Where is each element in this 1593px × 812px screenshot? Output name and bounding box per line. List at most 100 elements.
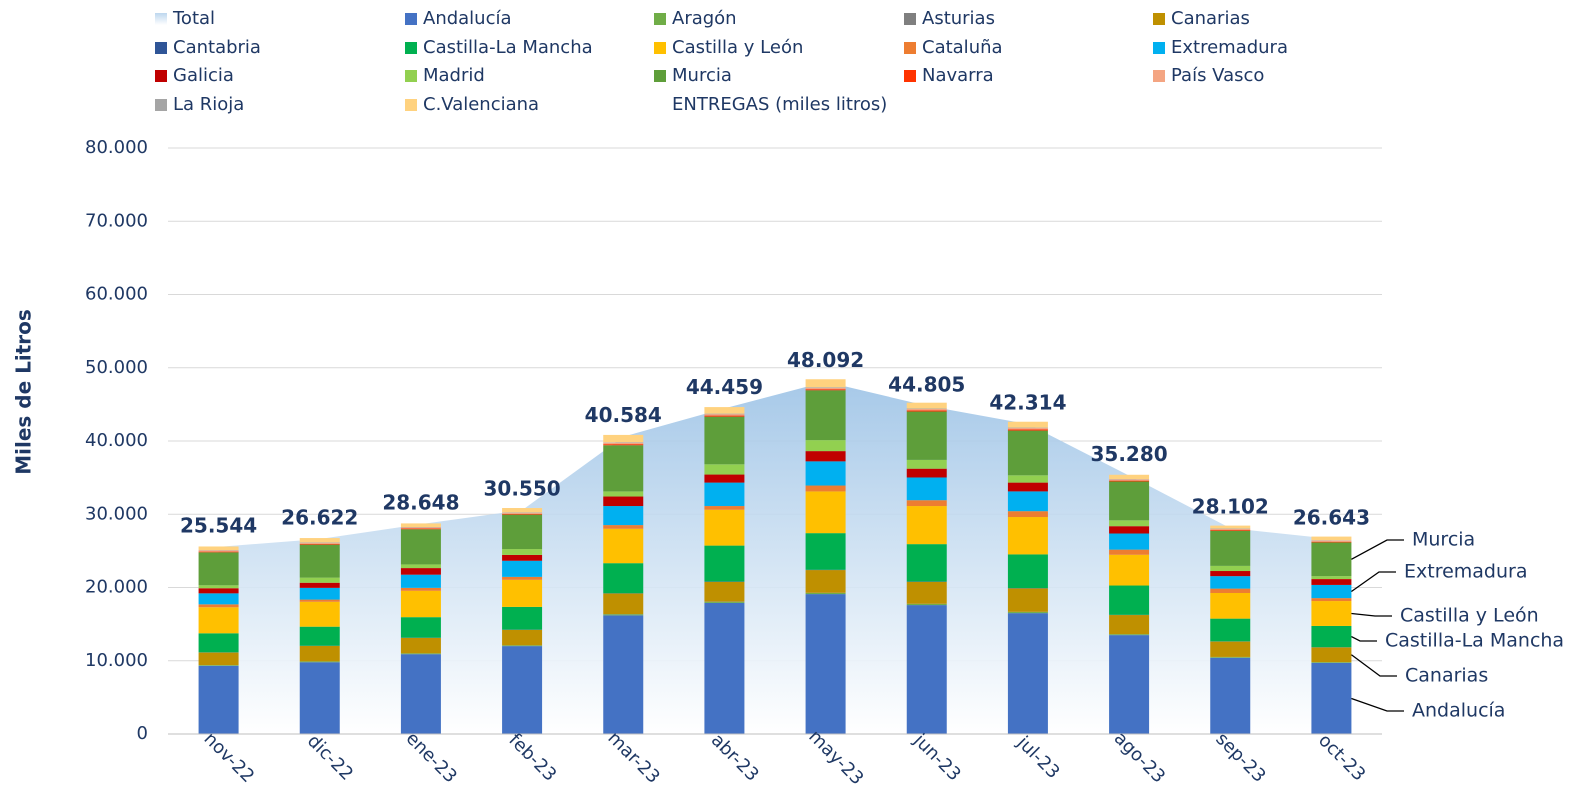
bar-segment — [906, 459, 947, 469]
legend-swatch — [405, 99, 417, 111]
bar-segment — [1007, 612, 1048, 614]
bar-segment — [704, 581, 745, 602]
bar-segment — [400, 529, 441, 565]
bar-segment — [805, 379, 846, 388]
bar-segment — [1007, 429, 1048, 431]
x-tick-label: oct-23 — [1314, 730, 1369, 785]
value-label: 28.102 — [1192, 495, 1269, 519]
bar-segment — [1007, 482, 1048, 492]
bar-segment — [299, 582, 340, 588]
bar-segment — [805, 491, 846, 534]
bar-segment — [704, 416, 745, 465]
legend-label: Asturias — [922, 8, 995, 29]
bar-segment — [906, 544, 947, 582]
legend-label: Total — [172, 8, 215, 29]
bar-segment — [805, 387, 846, 390]
bar-segment — [198, 546, 239, 551]
bar-segment — [1007, 475, 1048, 483]
bar-segment — [1311, 662, 1352, 734]
x-tick-label: jul-23 — [1012, 732, 1063, 783]
bar-segment — [805, 440, 846, 452]
legend-label: C.Valenciana — [423, 94, 539, 115]
bar-segment — [1007, 430, 1048, 476]
bar-segment — [1311, 576, 1352, 580]
bar-segment — [906, 581, 947, 604]
bar-segment — [198, 551, 239, 553]
leader-line — [1351, 539, 1404, 560]
bar-segment — [1109, 533, 1150, 550]
legend-swatch — [1153, 13, 1165, 25]
legend-swatch — [155, 70, 167, 82]
bar-segment — [704, 545, 745, 582]
legend-label: Andalucía — [423, 8, 512, 29]
bar-segment — [906, 603, 947, 606]
bar-segment — [400, 587, 441, 591]
bar-segment — [1109, 634, 1150, 636]
bar-segment — [906, 506, 947, 545]
bar-segment — [1210, 657, 1251, 658]
bar-segment — [198, 652, 239, 665]
bar-segment — [299, 543, 340, 545]
bar-segment — [603, 442, 644, 445]
bar-segment — [1311, 598, 1352, 602]
bar-segment — [805, 592, 846, 595]
bar-segment — [400, 528, 441, 530]
bar-segment — [805, 570, 846, 593]
legend-swatch — [155, 13, 167, 25]
bar-segment — [1109, 480, 1150, 482]
bar-segment — [704, 509, 745, 546]
bar-segment — [1210, 529, 1251, 531]
bar-segment — [1311, 541, 1352, 543]
bar-segment — [299, 662, 340, 734]
bar-segment — [603, 563, 644, 594]
legend-label: Cantabria — [173, 37, 261, 58]
bar-segment — [1109, 554, 1150, 586]
value-label: 30.550 — [483, 477, 560, 501]
bar-segment — [603, 434, 644, 443]
total-area — [218, 381, 1332, 734]
legend-note: ENTREGAS (miles litros) — [672, 94, 887, 115]
bar-segment — [1210, 592, 1251, 619]
value-label: 25.544 — [180, 513, 257, 537]
bar-segment — [704, 415, 745, 417]
bar-segment — [603, 525, 644, 529]
bar-segment — [1311, 601, 1352, 626]
annotation: Castilla-La Mancha — [1385, 630, 1564, 652]
leader-line — [1351, 571, 1396, 593]
x-tick-label: may-23 — [804, 726, 867, 789]
legend-label: Aragón — [672, 8, 737, 29]
value-label: 28.648 — [382, 491, 459, 515]
bar-segment — [400, 590, 441, 618]
bar-segment — [1007, 428, 1048, 430]
bar-segment — [502, 513, 543, 515]
bar-segment — [1109, 526, 1150, 534]
bar-segment — [906, 468, 947, 478]
bar-segment — [704, 482, 745, 507]
bar-segment — [906, 411, 947, 460]
bar-segment — [1311, 647, 1352, 663]
x-tick-label: jun-23 — [909, 729, 965, 785]
bar-segment — [198, 593, 239, 605]
value-label: 44.805 — [888, 372, 965, 396]
legend-swatch — [904, 42, 916, 54]
legend-label: Galicia — [173, 65, 234, 86]
legend-label: Murcia — [672, 65, 732, 86]
bar-segment — [906, 605, 947, 734]
bar-segment — [198, 665, 239, 666]
bar-segment — [502, 646, 543, 734]
bar-segment — [400, 617, 441, 638]
bar-segment — [400, 654, 441, 734]
bar-segment — [906, 500, 947, 507]
x-tick-label: ago-23 — [1110, 728, 1170, 788]
bar-segment — [400, 574, 441, 588]
bar-segment — [198, 550, 239, 552]
value-label: 26.622 — [281, 505, 358, 529]
legend-swatch — [904, 13, 916, 25]
bar-segment — [1311, 536, 1352, 541]
x-tick-label: mar-23 — [603, 728, 663, 788]
bar-segment — [1109, 549, 1150, 555]
bar-segment — [1311, 579, 1352, 585]
legend-swatch — [155, 42, 167, 54]
bar-segment — [906, 402, 947, 409]
legend-label: Navarra — [922, 65, 994, 86]
